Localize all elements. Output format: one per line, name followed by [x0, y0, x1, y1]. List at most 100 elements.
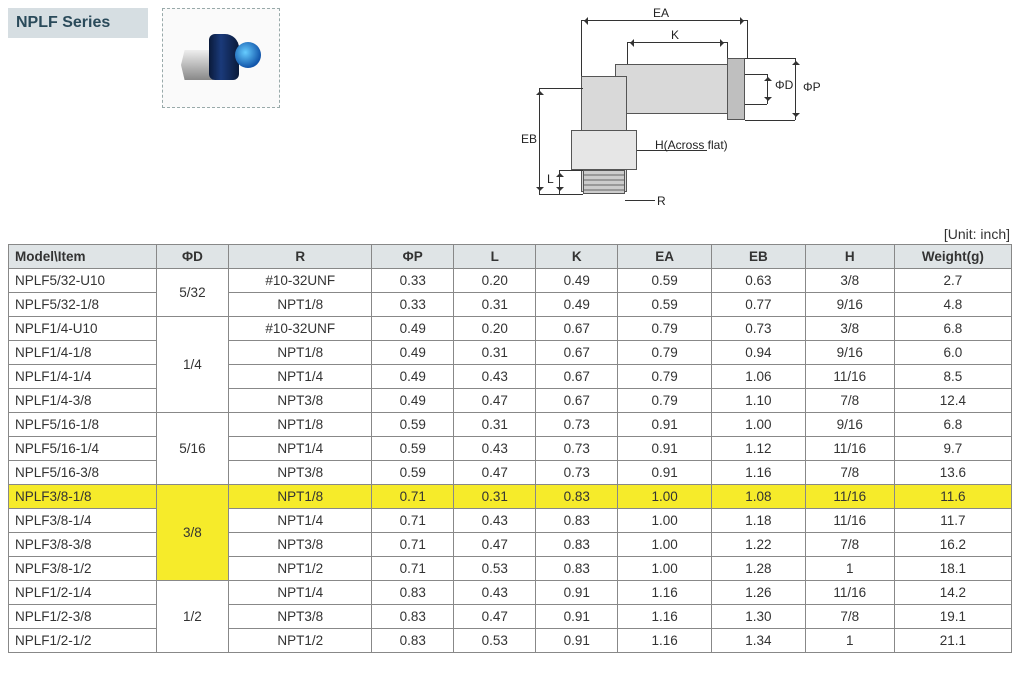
cell-model: NPLF3/8-1/8 [9, 485, 157, 509]
cell-w: 6.8 [894, 413, 1011, 437]
cell-w: 4.8 [894, 293, 1011, 317]
cell-eb: 1.28 [711, 557, 805, 581]
cell-r: NPT1/8 [229, 413, 372, 437]
cell-phip: 0.33 [372, 293, 454, 317]
cell-w: 19.1 [894, 605, 1011, 629]
cell-w: 13.6 [894, 461, 1011, 485]
cell-w: 12.4 [894, 389, 1011, 413]
dim-r-label: R [657, 194, 666, 208]
dim-phid-label: ΦD [775, 78, 793, 92]
dim-phip-label: ΦP [803, 80, 821, 94]
cell-h: 1 [805, 557, 894, 581]
cell-eb: 0.73 [711, 317, 805, 341]
cell-k: 0.73 [536, 413, 618, 437]
col-l: L [454, 245, 536, 269]
col-k: K [536, 245, 618, 269]
cell-k: 0.83 [536, 533, 618, 557]
col-ea: EA [618, 245, 712, 269]
cell-phip: 0.83 [372, 605, 454, 629]
cell-r: NPT1/2 [229, 557, 372, 581]
cell-ea: 1.00 [618, 509, 712, 533]
cell-l: 0.43 [454, 509, 536, 533]
cell-eb: 1.08 [711, 485, 805, 509]
cell-ea: 0.91 [618, 437, 712, 461]
cell-w: 21.1 [894, 629, 1011, 653]
cell-model: NPLF1/4-1/8 [9, 341, 157, 365]
cell-ea: 0.79 [618, 389, 712, 413]
cell-l: 0.47 [454, 461, 536, 485]
cell-eb: 1.22 [711, 533, 805, 557]
cell-eb: 1.30 [711, 605, 805, 629]
cell-model: NPLF3/8-3/8 [9, 533, 157, 557]
cell-eb: 1.16 [711, 461, 805, 485]
cell-eb: 1.18 [711, 509, 805, 533]
cell-l: 0.31 [454, 293, 536, 317]
cell-ea: 0.59 [618, 293, 712, 317]
cell-phip: 0.49 [372, 317, 454, 341]
cell-k: 0.67 [536, 317, 618, 341]
cell-h: 7/8 [805, 533, 894, 557]
cell-h: 11/16 [805, 365, 894, 389]
cell-model: NPLF1/2-1/4 [9, 581, 157, 605]
cell-phip: 0.59 [372, 437, 454, 461]
table-header-row: Model\Item ΦD R ΦP L K EA EB H Weight(g) [9, 245, 1012, 269]
cell-ea: 0.59 [618, 269, 712, 293]
series-title: NPLF Series [8, 8, 148, 38]
cell-h: 9/16 [805, 293, 894, 317]
cell-ea: 0.91 [618, 461, 712, 485]
cell-eb: 0.94 [711, 341, 805, 365]
cell-model: NPLF5/16-1/4 [9, 437, 157, 461]
cell-h: 7/8 [805, 461, 894, 485]
cell-eb: 0.77 [711, 293, 805, 317]
cell-r: NPT1/8 [229, 341, 372, 365]
cell-phip: 0.49 [372, 365, 454, 389]
cell-r: NPT3/8 [229, 605, 372, 629]
cell-eb: 1.26 [711, 581, 805, 605]
cell-l: 0.43 [454, 365, 536, 389]
cell-h: 7/8 [805, 389, 894, 413]
cell-w: 9.7 [894, 437, 1011, 461]
cell-model: NPLF1/4-1/4 [9, 365, 157, 389]
cell-k: 0.73 [536, 461, 618, 485]
cell-eb: 1.34 [711, 629, 805, 653]
header-row: NPLF Series EA K ΦD [8, 8, 1016, 222]
cell-k: 0.83 [536, 557, 618, 581]
table-row: NPLF1/4-U101/4#10-32UNF0.490.200.670.790… [9, 317, 1012, 341]
cell-l: 0.53 [454, 557, 536, 581]
cell-phip: 0.71 [372, 533, 454, 557]
cell-r: NPT1/2 [229, 629, 372, 653]
cell-ea: 1.00 [618, 533, 712, 557]
cell-r: #10-32UNF [229, 269, 372, 293]
cell-w: 11.6 [894, 485, 1011, 509]
cell-h: 9/16 [805, 341, 894, 365]
cell-ea: 0.91 [618, 413, 712, 437]
cell-l: 0.47 [454, 389, 536, 413]
cell-eb: 0.63 [711, 269, 805, 293]
cell-ea: 1.00 [618, 557, 712, 581]
unit-label: [Unit: inch] [8, 226, 1010, 242]
cell-phip: 0.71 [372, 509, 454, 533]
cell-eb: 1.06 [711, 365, 805, 389]
cell-r: NPT1/4 [229, 437, 372, 461]
cell-h: 11/16 [805, 485, 894, 509]
cell-l: 0.31 [454, 485, 536, 509]
dim-h-label: H(Across flat) [655, 138, 728, 152]
cell-ea: 0.79 [618, 341, 712, 365]
cell-k: 0.49 [536, 293, 618, 317]
cell-phid: 1/2 [156, 581, 229, 653]
cell-k: 0.91 [536, 605, 618, 629]
cell-model: NPLF3/8-1/2 [9, 557, 157, 581]
cell-phid: 5/32 [156, 269, 229, 317]
cell-k: 0.91 [536, 581, 618, 605]
cell-eb: 1.10 [711, 389, 805, 413]
cell-ea: 1.16 [618, 605, 712, 629]
cell-w: 18.1 [894, 557, 1011, 581]
cell-w: 8.5 [894, 365, 1011, 389]
cell-k: 0.49 [536, 269, 618, 293]
cell-phip: 0.59 [372, 461, 454, 485]
cell-k: 0.91 [536, 629, 618, 653]
table-row: NPLF3/8-1/83/8NPT1/80.710.310.831.001.08… [9, 485, 1012, 509]
cell-r: NPT1/8 [229, 293, 372, 317]
dim-k-label: K [671, 28, 679, 42]
cell-ea: 1.16 [618, 581, 712, 605]
